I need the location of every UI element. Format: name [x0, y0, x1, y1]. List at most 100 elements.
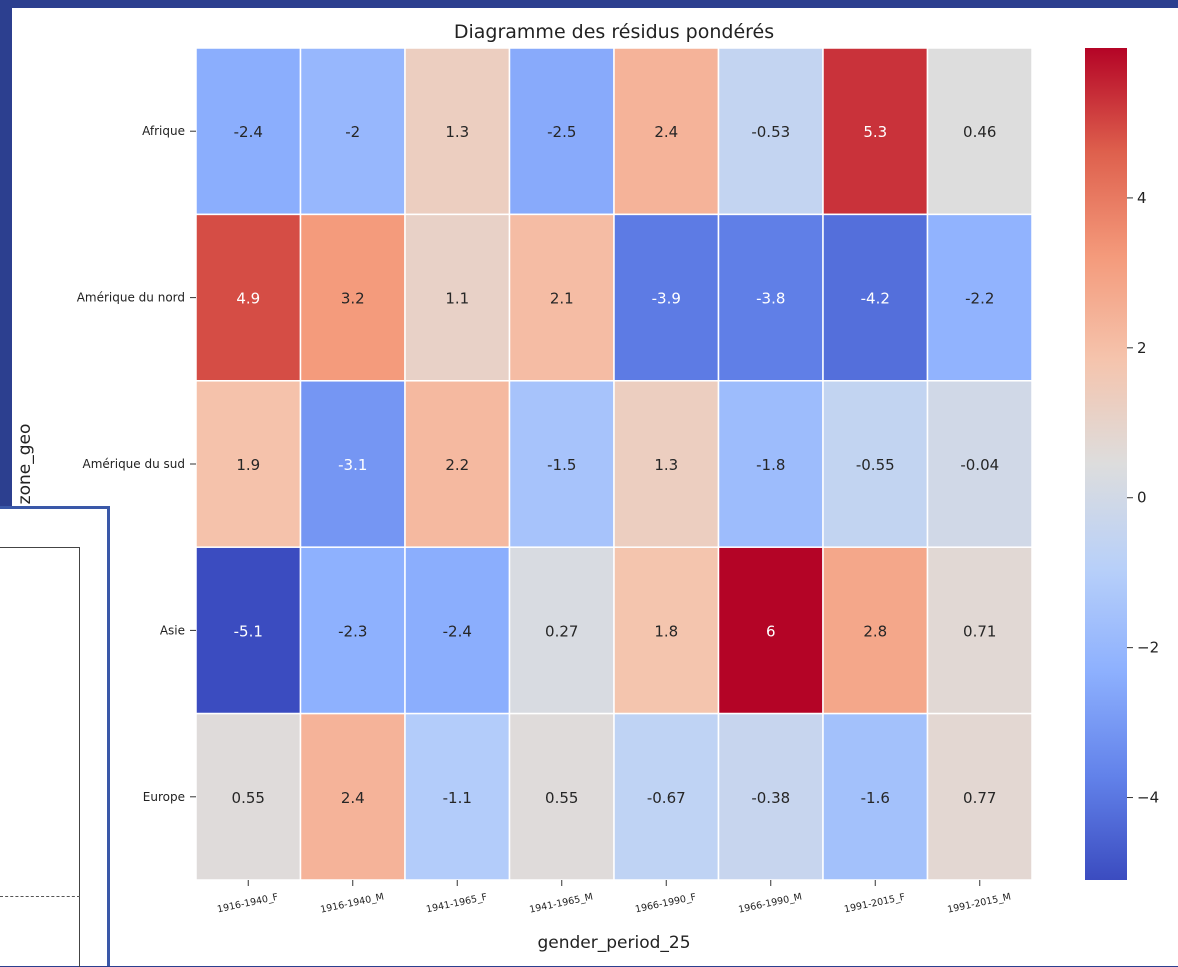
heatmap-cell	[717, 380, 824, 548]
heatmap-cell	[717, 546, 824, 715]
overlapping-window-frame	[0, 547, 80, 967]
cell-value-label: -2.2	[965, 290, 994, 308]
heatmap-cell	[822, 47, 929, 216]
cell-value-label: 1.1	[445, 290, 469, 308]
cell-value-label: -1.6	[861, 789, 890, 807]
heatmap-cell	[195, 380, 302, 548]
heatmap-cell	[926, 213, 1033, 382]
cell-value-label: 0.71	[963, 622, 996, 640]
x-tick-label: 1916-1940_M	[319, 891, 385, 915]
cell-value-label: -3.1	[338, 456, 367, 474]
cell-value-label: 2.1	[550, 290, 574, 308]
colorbar-tick-label: 4	[1137, 189, 1147, 207]
cell-value-label: 0.55	[232, 789, 265, 807]
heatmap-cell	[508, 47, 615, 216]
heatmap-cell	[404, 380, 511, 548]
cell-value-label: 1.3	[445, 123, 469, 141]
cell-value-label: -0.38	[751, 789, 790, 807]
heatmap-cell	[613, 380, 720, 548]
heatmap-cell	[822, 213, 929, 382]
cell-value-label: -2.3	[338, 622, 367, 640]
heatmap-cell	[508, 380, 615, 548]
x-tick-label: 1991-2015_F	[843, 892, 906, 916]
heatmap-cell	[404, 213, 511, 382]
cell-value-label: -0.53	[751, 123, 790, 141]
cell-value-label: -1.5	[547, 456, 576, 474]
colorbar-tick-label: −2	[1137, 639, 1159, 657]
x-tick-label: 1966-1990_F	[634, 892, 697, 916]
heatmap-cell	[299, 380, 406, 548]
heatmap-cell	[195, 213, 302, 382]
colorbar	[1085, 48, 1127, 880]
x-tick-label: 1916-1940_F	[216, 892, 279, 916]
cell-value-label: -3.8	[756, 290, 785, 308]
cell-value-label: -5.1	[234, 622, 263, 640]
heatmap-cell	[717, 213, 824, 382]
cell-value-label: 2.8	[863, 622, 887, 640]
cell-value-label: 5.3	[863, 123, 887, 141]
cell-value-label: 2.4	[341, 789, 365, 807]
x-axis-label: gender_period_25	[537, 933, 690, 953]
cell-value-label: -2	[345, 123, 360, 141]
cell-value-label: -0.67	[647, 789, 686, 807]
cell-value-label: -2.5	[547, 123, 576, 141]
y-tick-label: Europe	[143, 790, 185, 804]
x-tick-label: 1991-2015_M	[946, 891, 1012, 915]
heatmap-cell	[613, 546, 720, 715]
cell-value-label: 1.9	[236, 456, 260, 474]
y-tick-label: Asie	[160, 623, 185, 637]
cell-value-label: -4.2	[861, 290, 890, 308]
cell-value-label: 2.4	[654, 123, 678, 141]
heatmap-cell	[717, 47, 824, 216]
cell-value-label: 1.8	[654, 622, 678, 640]
heatmap-cell	[613, 47, 720, 216]
cell-value-label: -3.9	[652, 290, 681, 308]
y-tick-label: Afrique	[142, 124, 185, 138]
colorbar-tick-label: 0	[1137, 489, 1147, 507]
heatmap-cell	[299, 546, 406, 715]
cell-value-label: -2.4	[234, 123, 263, 141]
cell-value-label: 1.3	[654, 456, 678, 474]
overlapping-window[interactable]	[0, 506, 110, 967]
y-tick-label: Amérique du sud	[83, 457, 185, 471]
colorbar-tick-label: −4	[1137, 789, 1159, 807]
cell-value-label: 0.27	[545, 622, 578, 640]
chart-title: Diagramme des résidus pondérés	[454, 21, 774, 43]
heatmap-cell	[717, 712, 824, 881]
cell-value-label: 0.77	[963, 789, 996, 807]
heatmap-cell	[613, 213, 720, 382]
heatmap-cell	[926, 712, 1033, 881]
heatmap-cell	[404, 712, 511, 881]
heatmap-cell	[195, 47, 302, 216]
heatmap-cell	[404, 47, 511, 216]
window-border-top	[0, 0, 1178, 8]
heatmap-cell-labels: -2.4 -2 1.3 -2.5 2.4 -0.53 5.3 0.46 4.9 3.2 1.1 2.1…	[232, 123, 1000, 807]
cell-value-label: 2.2	[445, 456, 469, 474]
cell-value-label: -1.1	[443, 789, 472, 807]
cell-value-label: -0.55	[856, 456, 895, 474]
x-axis-ticks: 1916-1940_F 1916-1940_M 1941-1965_F 1941-19…	[216, 880, 1012, 916]
cell-value-label: 0.55	[545, 789, 578, 807]
heatmap-cells	[195, 47, 1033, 881]
heatmap-cell	[299, 712, 406, 881]
cell-value-label: 3.2	[341, 290, 365, 308]
cell-value-label: 4.9	[236, 290, 260, 308]
heatmap-cell	[299, 213, 406, 382]
cell-value-label: 0.46	[963, 123, 996, 141]
cell-value-label: -1.8	[756, 456, 785, 474]
x-tick-label: 1941-1965_M	[528, 891, 594, 915]
heatmap-cell	[926, 380, 1033, 548]
y-axis-ticks: Afrique Amérique du nord Amérique du sud As…	[77, 124, 196, 804]
cell-value-label: 6	[766, 622, 776, 640]
y-axis-label: zone_geo	[15, 424, 35, 505]
overlapping-window-dashed-line	[0, 896, 80, 897]
heatmap-cell	[822, 712, 929, 881]
cell-value-label: -2.4	[443, 622, 472, 640]
y-tick-label: Amérique du nord	[77, 291, 185, 305]
colorbar-ticks: 4 2 0 −2 −4	[1127, 189, 1159, 807]
x-tick-label: 1966-1990_M	[737, 891, 803, 915]
x-tick-label: 1941-1965_F	[425, 892, 488, 916]
heatmap-cell	[404, 546, 511, 715]
heatmap-cell	[926, 47, 1033, 216]
